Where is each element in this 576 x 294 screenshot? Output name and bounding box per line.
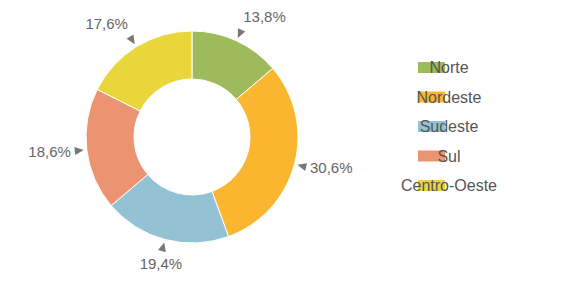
- svg-text:17,6%: 17,6%: [85, 15, 128, 32]
- svg-text:Norte: Norte: [429, 59, 468, 76]
- svg-text:19,4%: 19,4%: [140, 255, 183, 272]
- svg-text:Sudeste: Sudeste: [420, 118, 479, 135]
- svg-text:18,6%: 18,6%: [28, 143, 71, 160]
- svg-text:Centro-Oeste: Centro-Oeste: [401, 177, 497, 194]
- svg-text:13,8%: 13,8%: [243, 8, 286, 25]
- svg-text:30,6%: 30,6%: [310, 159, 353, 176]
- svg-text:Sul: Sul: [437, 148, 460, 165]
- svg-text:Nordeste: Nordeste: [417, 89, 482, 106]
